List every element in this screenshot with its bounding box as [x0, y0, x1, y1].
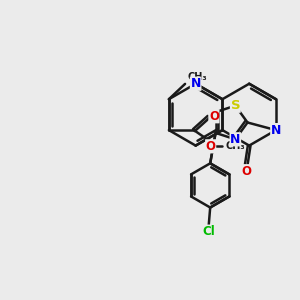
Text: S: S [230, 99, 240, 112]
Text: CH₃: CH₃ [225, 141, 245, 151]
Text: O: O [206, 140, 216, 153]
Text: CH₃: CH₃ [188, 72, 207, 82]
Text: O: O [209, 110, 219, 123]
Text: N: N [271, 124, 281, 136]
Text: O: O [241, 165, 251, 178]
Text: N: N [190, 77, 201, 90]
Text: Cl: Cl [202, 225, 215, 238]
Text: N: N [230, 133, 241, 146]
